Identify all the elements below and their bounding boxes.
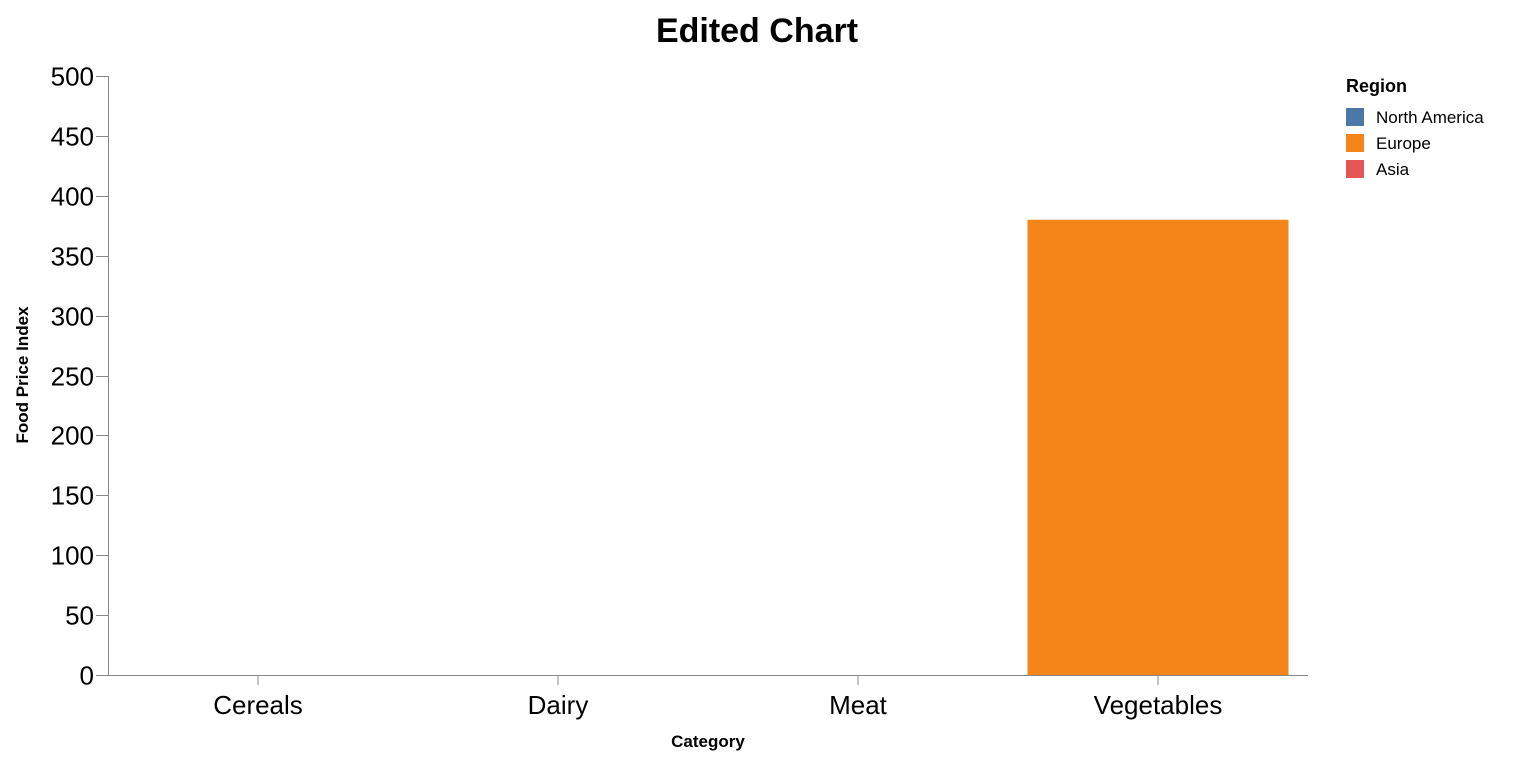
legend-title: Region [1346, 76, 1407, 96]
x-tick-label: Vegetables [1094, 690, 1223, 720]
legend: Region North America Europe Asia [1346, 76, 1484, 179]
legend-swatch [1346, 134, 1364, 152]
bar-vegetables-europe [1027, 219, 1289, 675]
y-tick-label: 350 [51, 242, 94, 272]
legend-items: North America Europe Asia [1346, 108, 1484, 179]
legend-swatch [1346, 108, 1364, 126]
x-tick-label: Meat [829, 690, 888, 720]
plot-area: 0 50 100 150 200 250 300 350 400 450 500 Cereals Da… [51, 62, 1308, 720]
y-tick-label: 200 [51, 421, 94, 451]
y-tick-label: 450 [51, 122, 94, 152]
legend-label: Asia [1376, 160, 1410, 179]
y-axis-title: Food Price Index [13, 306, 32, 444]
y-tick-label: 300 [51, 302, 94, 332]
y-tick-label: 150 [51, 481, 94, 511]
y-tick-label: 500 [51, 62, 94, 92]
y-tick-label: 400 [51, 182, 94, 212]
x-axis-title: Category [671, 732, 745, 751]
x-tick-label: Cereals [213, 690, 303, 720]
legend-swatch [1346, 160, 1364, 178]
y-tick-label: 100 [51, 541, 94, 571]
x-tick-label: Dairy [528, 690, 589, 720]
x-axis: Cereals Dairy Meat Vegetables [108, 675, 1308, 720]
legend-label: Europe [1376, 134, 1431, 153]
chart-title: Edited Chart [656, 12, 858, 50]
y-tick-label: 0 [80, 661, 94, 691]
y-axis: 0 50 100 150 200 250 300 350 400 450 500 [51, 62, 109, 691]
y-tick-label: 50 [65, 601, 94, 631]
y-tick-label: 250 [51, 362, 94, 392]
legend-label: North America [1376, 108, 1484, 127]
bars-group [1027, 219, 1289, 675]
